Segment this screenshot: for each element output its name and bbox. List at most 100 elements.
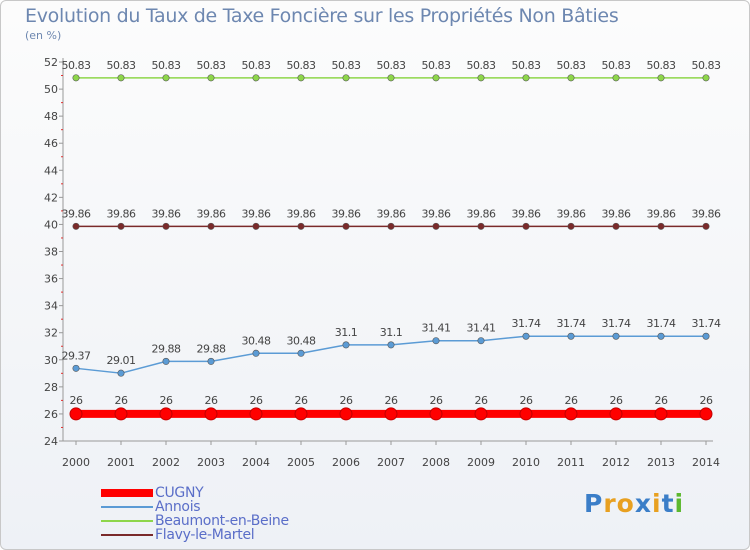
data-point bbox=[702, 222, 710, 230]
x-tick-label: 2004 bbox=[242, 456, 270, 469]
data-point bbox=[252, 222, 260, 230]
data-point bbox=[72, 222, 80, 230]
data-label: 26 bbox=[70, 394, 83, 407]
data-label: 50.83 bbox=[602, 59, 631, 72]
data-point bbox=[567, 74, 575, 82]
logo-letter: P bbox=[584, 489, 604, 518]
data-label: 31.41 bbox=[422, 322, 451, 335]
data-point bbox=[117, 369, 125, 377]
data-point bbox=[612, 222, 620, 230]
data-point bbox=[72, 364, 80, 372]
y-tick-label: 36 bbox=[44, 273, 58, 286]
data-label: 50.83 bbox=[197, 59, 226, 72]
data-label: 31.1 bbox=[335, 326, 358, 339]
data-label: 31.74 bbox=[602, 317, 631, 330]
x-tick-label: 2008 bbox=[422, 456, 450, 469]
data-label: 39.86 bbox=[332, 207, 361, 220]
data-point bbox=[207, 74, 215, 82]
data-point bbox=[567, 222, 575, 230]
data-point bbox=[612, 74, 620, 82]
legend-swatch bbox=[101, 520, 153, 522]
data-point bbox=[432, 222, 440, 230]
data-point bbox=[657, 74, 665, 82]
y-tick-label: 46 bbox=[44, 137, 58, 150]
data-label: 50.83 bbox=[692, 59, 721, 72]
data-label: 39.86 bbox=[107, 207, 136, 220]
data-point bbox=[702, 332, 710, 340]
data-label: 50.83 bbox=[62, 59, 91, 72]
proxiti-logo: Proxiti bbox=[584, 489, 684, 518]
data-label: 31.74 bbox=[557, 317, 586, 330]
data-point bbox=[117, 74, 125, 82]
legend-item: Beaumont-en-Beine bbox=[101, 513, 289, 529]
data-label: 26 bbox=[160, 394, 173, 407]
data-label: 39.86 bbox=[377, 207, 406, 220]
legend-label: Flavy-le-Martel bbox=[155, 527, 255, 543]
y-tick-label: 42 bbox=[44, 191, 58, 204]
data-label: 26 bbox=[205, 394, 218, 407]
data-label: 50.83 bbox=[557, 59, 586, 72]
x-tick-label: 2014 bbox=[692, 456, 720, 469]
data-point bbox=[387, 222, 395, 230]
data-label: 31.74 bbox=[692, 317, 721, 330]
legend-item: Flavy-le-Martel bbox=[101, 527, 289, 543]
data-point bbox=[72, 74, 80, 82]
data-label: 26 bbox=[295, 394, 308, 407]
data-point bbox=[429, 407, 443, 421]
data-label: 26 bbox=[610, 394, 623, 407]
y-tick-label: 24 bbox=[44, 435, 58, 448]
legend-label: Beaumont-en-Beine bbox=[155, 513, 289, 529]
data-label: 39.86 bbox=[62, 207, 91, 220]
data-point bbox=[339, 407, 353, 421]
data-point bbox=[567, 332, 575, 340]
y-tick-label: 40 bbox=[44, 218, 58, 231]
data-point bbox=[294, 407, 308, 421]
data-label: 30.48 bbox=[287, 334, 316, 347]
data-label: 39.86 bbox=[467, 207, 496, 220]
x-tick-label: 2009 bbox=[467, 456, 495, 469]
y-tick-label: 28 bbox=[44, 381, 58, 394]
data-label: 39.86 bbox=[692, 207, 721, 220]
data-label: 29.88 bbox=[197, 342, 226, 355]
data-point bbox=[69, 407, 83, 421]
data-point bbox=[387, 341, 395, 349]
data-label: 31.1 bbox=[380, 326, 403, 339]
data-label: 50.83 bbox=[422, 59, 451, 72]
x-tick-label: 2013 bbox=[647, 456, 675, 469]
data-label: 39.86 bbox=[647, 207, 676, 220]
y-tick-label: 30 bbox=[44, 354, 58, 367]
data-point bbox=[519, 407, 533, 421]
data-point bbox=[297, 74, 305, 82]
data-point bbox=[249, 407, 263, 421]
data-point bbox=[207, 222, 215, 230]
data-point bbox=[702, 74, 710, 82]
data-label: 26 bbox=[520, 394, 533, 407]
y-tick-label: 52 bbox=[44, 56, 58, 69]
data-point bbox=[162, 357, 170, 365]
legend-label: CUGNY bbox=[155, 485, 204, 501]
logo-letter: r bbox=[603, 489, 617, 518]
x-tick-label: 2006 bbox=[332, 456, 360, 469]
data-label: 29.37 bbox=[62, 349, 91, 362]
y-tick-label: 48 bbox=[44, 110, 58, 123]
x-tick-label: 2000 bbox=[62, 456, 90, 469]
data-point bbox=[609, 407, 623, 421]
data-point bbox=[252, 349, 260, 357]
y-tick-label: 34 bbox=[44, 300, 58, 313]
data-point bbox=[522, 74, 530, 82]
chart-title: Evolution du Taux de Taxe Foncière sur l… bbox=[25, 5, 619, 27]
data-point bbox=[477, 74, 485, 82]
logo-letter: o bbox=[616, 489, 635, 518]
data-label: 39.86 bbox=[242, 207, 271, 220]
data-point bbox=[297, 349, 305, 357]
data-label: 26 bbox=[430, 394, 443, 407]
data-label: 31.41 bbox=[467, 322, 496, 335]
legend-swatch bbox=[101, 534, 153, 536]
x-tick-label: 2011 bbox=[557, 456, 585, 469]
data-point bbox=[474, 407, 488, 421]
data-label: 50.83 bbox=[152, 59, 181, 72]
data-point bbox=[252, 74, 260, 82]
x-tick-label: 2010 bbox=[512, 456, 540, 469]
data-point bbox=[117, 222, 125, 230]
legend-item: CUGNY bbox=[101, 485, 289, 501]
